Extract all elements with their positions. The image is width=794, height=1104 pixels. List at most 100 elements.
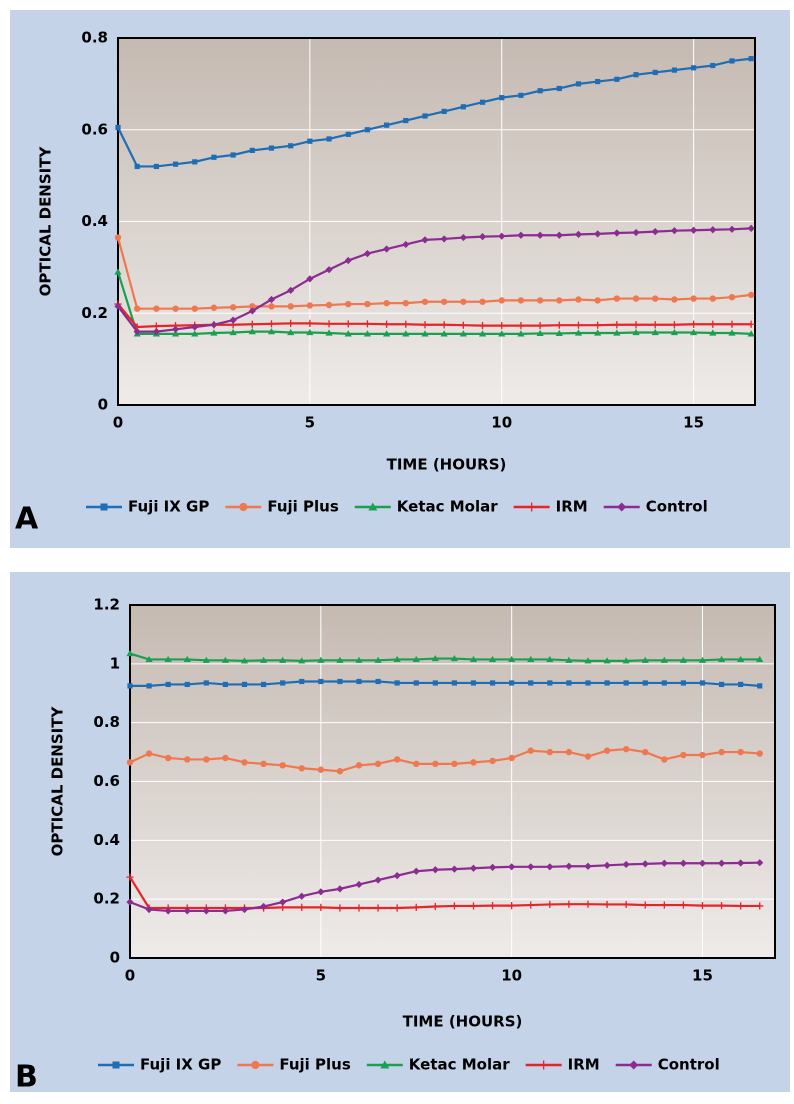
marker: [699, 680, 706, 686]
marker: [613, 295, 621, 302]
marker: [318, 678, 324, 685]
marker: [459, 321, 467, 329]
y-tick-label: 0: [98, 396, 108, 414]
marker: [306, 275, 314, 283]
marker: [603, 900, 611, 909]
panel-label: B: [15, 1060, 38, 1095]
marker: [536, 322, 544, 330]
marker: [249, 303, 256, 310]
marker: [508, 863, 516, 871]
marker: [459, 330, 467, 337]
marker: [451, 760, 458, 768]
marker: [164, 655, 172, 663]
marker: [248, 307, 256, 315]
marker: [375, 678, 381, 685]
marker: [184, 756, 191, 763]
y-tick-label: 0.8: [93, 713, 120, 731]
marker: [539, 1060, 549, 1070]
marker: [613, 229, 621, 237]
marker: [691, 65, 697, 71]
marker: [517, 330, 525, 337]
marker: [239, 502, 248, 512]
y-tick-label: 0.2: [81, 304, 108, 322]
marker: [756, 655, 764, 663]
marker: [527, 901, 535, 909]
marker: [622, 900, 630, 909]
marker: [393, 756, 401, 763]
marker: [268, 145, 275, 151]
marker: [248, 328, 256, 335]
marker: [661, 756, 668, 763]
marker: [126, 873, 134, 881]
marker: [729, 58, 735, 64]
marker: [126, 898, 134, 906]
marker: [565, 656, 573, 663]
marker: [413, 760, 420, 768]
marker: [383, 320, 391, 328]
marker: [299, 678, 305, 685]
marker: [145, 655, 153, 663]
marker: [670, 227, 679, 235]
marker: [527, 863, 535, 871]
marker: [575, 296, 582, 303]
marker: [344, 256, 352, 265]
marker: [728, 293, 736, 301]
marker: [757, 683, 763, 689]
marker: [536, 329, 544, 337]
marker: [574, 329, 583, 336]
marker: [642, 680, 648, 686]
marker: [756, 859, 764, 867]
marker: [364, 300, 371, 308]
marker: [355, 656, 363, 663]
marker: [508, 655, 516, 663]
y-tick-label: 0.6: [81, 120, 108, 138]
marker: [585, 680, 591, 686]
marker: [575, 81, 582, 87]
marker: [287, 303, 294, 310]
marker: [374, 656, 382, 663]
marker: [479, 298, 486, 305]
marker: [660, 656, 668, 663]
marker: [210, 321, 218, 329]
marker: [441, 108, 447, 114]
marker: [478, 322, 487, 330]
marker: [431, 654, 439, 662]
marker: [679, 859, 688, 867]
series-line: [129, 861, 760, 913]
marker: [317, 903, 325, 912]
marker: [412, 903, 420, 912]
legend-label: Ketac Molar: [397, 498, 498, 516]
marker: [287, 286, 295, 294]
x-tick-label: 15: [683, 414, 704, 432]
marker: [642, 748, 649, 756]
marker: [470, 759, 477, 766]
marker: [145, 750, 153, 757]
marker: [709, 320, 717, 328]
x-axis-label: TIME (HOURS): [403, 1013, 523, 1031]
marker: [651, 321, 659, 329]
marker: [690, 226, 698, 234]
marker: [451, 680, 458, 686]
marker: [222, 754, 229, 762]
marker: [368, 502, 378, 511]
marker: [355, 762, 363, 769]
marker: [584, 657, 592, 664]
marker: [710, 62, 716, 69]
marker: [230, 152, 236, 158]
marker: [498, 232, 506, 240]
chart: 0 0.2 0.4 0.6 0.8 1 1.2 0 5 10 15 TIME (HOURS) OPTIC…: [10, 572, 790, 1095]
marker: [383, 330, 391, 337]
marker: [661, 680, 667, 686]
marker: [709, 226, 717, 234]
marker: [594, 321, 602, 329]
marker: [133, 328, 141, 336]
marker: [432, 760, 439, 768]
x-tick-label: 0: [113, 414, 123, 432]
marker: [421, 321, 429, 329]
marker: [748, 56, 754, 62]
marker: [267, 320, 276, 328]
marker: [718, 681, 725, 688]
marker: [566, 680, 572, 686]
marker: [499, 95, 505, 101]
marker: [171, 330, 180, 337]
